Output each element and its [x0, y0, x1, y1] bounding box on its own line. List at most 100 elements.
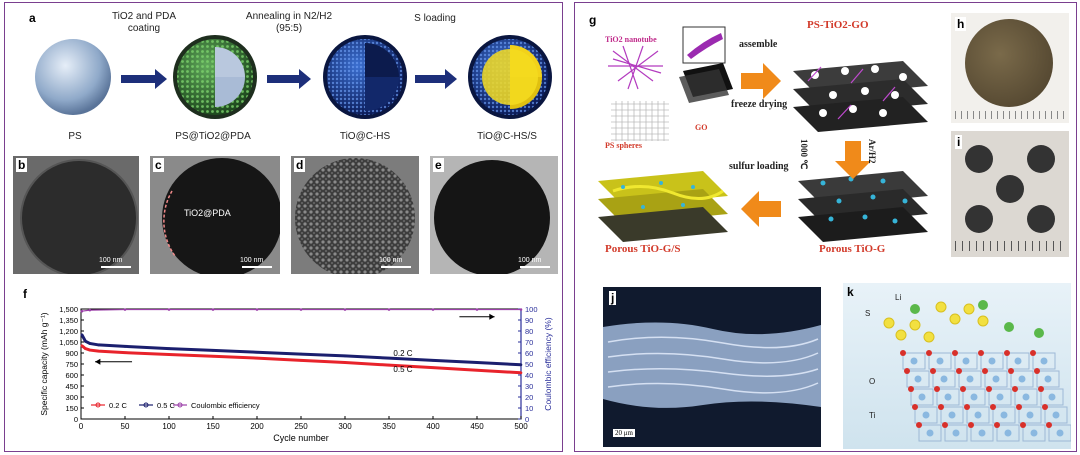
lattice-cell: [958, 370, 982, 388]
lattice-cell: [988, 388, 1012, 406]
data-point: [431, 359, 435, 362]
tem-annotation-c: TiO2@PDA: [184, 208, 231, 218]
data-point: [519, 371, 523, 375]
ti-atom: [1000, 411, 1008, 419]
o-atom: [934, 386, 940, 392]
ti-atom: [952, 429, 960, 437]
caption-tio-c-hs: TiO@C-HS: [339, 131, 391, 142]
right-figure-frame: g: [574, 2, 1077, 452]
data-point: [88, 348, 92, 352]
ti-atom: [1018, 375, 1026, 383]
caption-tio-c-hs-s: TiO@C-HS/S: [477, 131, 537, 142]
legend-label-0: 0.2 C: [109, 401, 128, 410]
lattice-cell: [940, 406, 964, 424]
data-point: [97, 349, 100, 353]
legend-marker-2: [177, 402, 183, 408]
ti-atom: [926, 429, 934, 437]
x-tick-label: 50: [121, 422, 130, 431]
y-tick-label: 0: [74, 415, 78, 424]
tio2-nanotube-cluster: [608, 45, 663, 90]
o-atom: [916, 422, 922, 428]
data-point: [84, 347, 87, 350]
caption-ps: PS: [68, 131, 82, 142]
lattice-cell: [902, 352, 926, 370]
data-point: [84, 339, 87, 343]
atom-label-o: O: [869, 377, 876, 386]
legend-marker-0: [95, 402, 101, 408]
lattice-cell: [1044, 406, 1068, 424]
panel-g-schematic: [598, 26, 928, 242]
o-atom: [1012, 386, 1018, 392]
y2-tick-label: 100: [525, 305, 538, 314]
y2-tick-label: 80: [525, 327, 533, 336]
data-point: [211, 355, 215, 358]
x-tick-label: 300: [338, 422, 352, 431]
scale-bar-b: 100 nm: [99, 257, 123, 264]
lattice-cell: [932, 370, 956, 388]
ti-atom: [988, 357, 996, 365]
lattice-cell: [992, 406, 1016, 424]
data-point: [431, 308, 435, 311]
x-tick-label: 0: [79, 422, 84, 431]
plot-area: [80, 308, 522, 420]
x-tick-label: 150: [206, 422, 220, 431]
x-tick-label: 100: [162, 422, 176, 431]
o-atom: [986, 386, 992, 392]
o-atom: [942, 422, 948, 428]
data-point: [255, 308, 259, 311]
caption-ps-tio2-pda: PS@TiO2@PDA: [175, 131, 251, 142]
data-point: [387, 363, 391, 367]
o-atom: [908, 386, 914, 392]
annotation-0.2C: 0.2 C: [393, 349, 412, 358]
porous-tio-g-stack: [798, 171, 928, 242]
label-ps-spheres: PS spheres: [605, 141, 642, 150]
panel-e-label: e: [433, 158, 444, 172]
ti-atom: [1044, 375, 1052, 383]
atom-label-li: Li: [895, 293, 902, 302]
y-tick-label: 900: [65, 349, 78, 358]
y-axis-label: Specific capacity (mAh g⁻¹): [39, 312, 49, 415]
o-atom: [1030, 350, 1036, 356]
data-point: [123, 351, 127, 354]
data-point: [255, 356, 259, 360]
ti-atom: [1048, 393, 1056, 401]
label-freeze-drying: freeze drying: [731, 99, 788, 110]
o-atom: [1046, 422, 1052, 428]
ti-atom: [910, 357, 918, 365]
y-tick-label: 600: [65, 371, 78, 380]
lattice-cell: [906, 370, 930, 388]
lattice-cell: [1010, 370, 1034, 388]
series-line-2: [81, 308, 521, 312]
data-point: [519, 308, 523, 311]
lattice-cell: [1040, 388, 1064, 406]
label-anneal-temp: 1000 ℃: [799, 139, 809, 170]
panel-a-schematic: [35, 35, 552, 119]
y-tick-label: 450: [65, 382, 78, 391]
ti-atom: [1022, 393, 1030, 401]
ti-atom: [914, 375, 922, 383]
lattice-cell: [944, 424, 968, 442]
ti-atom: [940, 375, 948, 383]
scale-bar-e: 100 nm: [518, 257, 542, 264]
sem-image-j: j 20 μm: [603, 287, 821, 447]
data-point: [475, 308, 479, 311]
lattice-cell: [1032, 352, 1056, 370]
o-atom: [938, 404, 944, 410]
photo-h: h: [951, 13, 1069, 123]
lattice-cell: [980, 352, 1004, 370]
ti-atom: [1004, 429, 1012, 437]
panel-a-label: a: [29, 11, 36, 25]
o-atom: [1020, 422, 1026, 428]
y-tick-label: 1,500: [59, 305, 78, 314]
ps-sphere: [35, 39, 111, 115]
legend-label-2: Coulombic efficiency: [191, 401, 260, 410]
o-atom: [904, 368, 910, 374]
ti-atom: [970, 393, 978, 401]
lattice-cell: [1018, 406, 1042, 424]
o-atom: [994, 422, 1000, 428]
ti-atom: [1056, 429, 1064, 437]
process-arrow: [741, 63, 871, 227]
ti-atom: [1014, 357, 1022, 365]
crystal-structure-k: k Li S O Ti: [843, 283, 1072, 449]
li-atoms: [910, 300, 1044, 338]
